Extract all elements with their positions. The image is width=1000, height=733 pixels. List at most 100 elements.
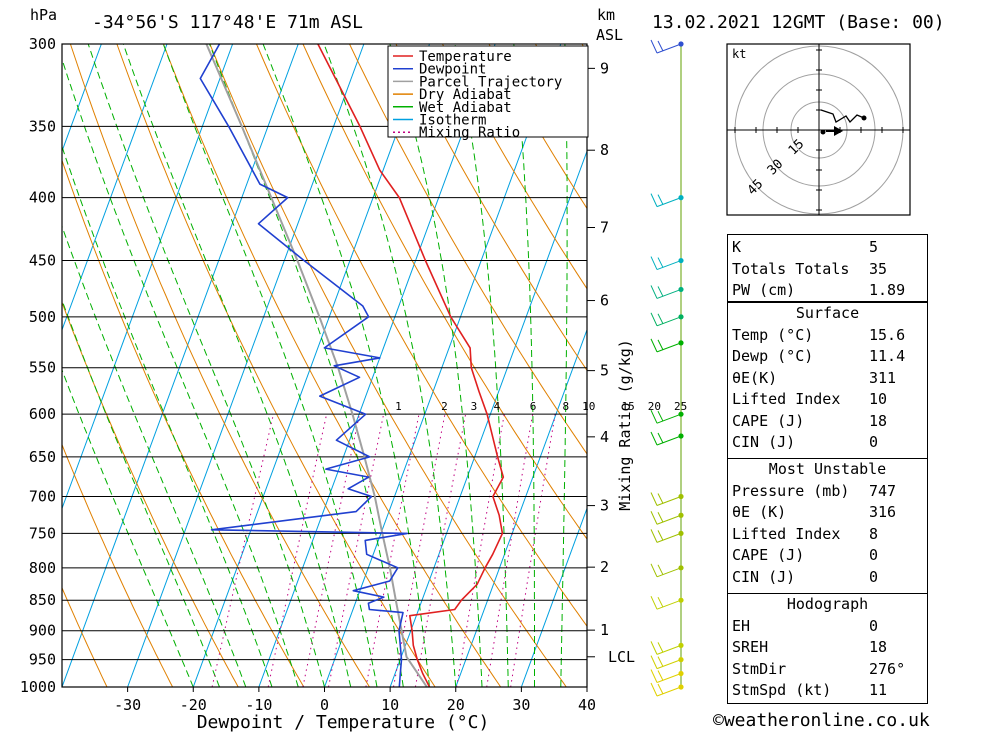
wind-barb xyxy=(650,563,682,578)
legend-label: Temperature xyxy=(419,49,512,65)
table-row: CIN (J) 0 xyxy=(728,432,927,454)
pressure-tick-label: 400 xyxy=(29,189,56,207)
pressure-tick-label: 300 xyxy=(29,35,56,53)
table-row: Temp (°C) 15.6 xyxy=(728,325,927,347)
wind-barb xyxy=(650,431,682,446)
pressure-tick-label: 800 xyxy=(29,559,56,577)
mixing-ratio-line xyxy=(510,414,556,687)
wind-barb xyxy=(650,409,682,424)
row-label: K xyxy=(732,238,742,256)
pressure-tick-label: 600 xyxy=(29,405,56,423)
storm-motion-arrowhead xyxy=(834,126,843,136)
wet-adiabat-line xyxy=(162,44,378,687)
dry-adiabat-line xyxy=(395,44,587,372)
wind-barb xyxy=(650,492,682,506)
dewpoint-line xyxy=(199,44,408,687)
km-tick-label: 8 xyxy=(600,141,609,159)
pressure-tick-label: 1000 xyxy=(20,678,56,696)
km-label: km xyxy=(597,6,615,24)
legend-label: Dry Adiabat xyxy=(419,87,512,103)
asl-label: ASL xyxy=(596,26,623,44)
km-tick-label: 4 xyxy=(600,428,609,446)
location-title: -34°56'S 117°48'E 71m ASL xyxy=(92,12,363,33)
mixing-ratio-line xyxy=(365,414,420,687)
hodograph-unit-label: kt xyxy=(732,47,746,61)
temp-tick-label: -10 xyxy=(245,696,272,714)
temp-tick-label: -30 xyxy=(114,696,141,714)
dry-adiabat-line xyxy=(954,44,1000,687)
row-label: Lifted Index xyxy=(732,390,841,408)
pressure-tick-label: 700 xyxy=(29,488,56,506)
row-label: Dewp (°C) xyxy=(732,347,814,365)
wind-barb xyxy=(650,338,682,353)
row-value: 311 xyxy=(869,368,897,387)
wet-adiabat-line xyxy=(62,57,299,687)
temp-tick-label: 10 xyxy=(381,696,399,714)
isotherm-line xyxy=(455,328,587,687)
row-label: StmDir xyxy=(732,659,787,678)
row-value: 747 xyxy=(869,481,897,500)
mixing-ratio-line xyxy=(267,414,328,687)
row-label: Totals Totals xyxy=(732,259,850,278)
wind-barb xyxy=(650,655,682,670)
temperature-line xyxy=(317,44,505,687)
km-tick-label: 6 xyxy=(600,292,609,310)
mixing-ratio-line xyxy=(393,414,446,687)
hodograph-table-title: Hodograph xyxy=(786,595,869,613)
row-value: 10 xyxy=(869,390,888,408)
mixing-ratio-label: 20 xyxy=(648,400,661,413)
parcel-trajectory-line xyxy=(205,44,428,687)
table-row: PW (cm) 1.89 xyxy=(728,280,927,302)
mixing-ratio-axis-label: Mixing Ratio (g/kg) xyxy=(616,339,634,511)
isotherm-line xyxy=(520,506,587,687)
table-row: Lifted Index 10 xyxy=(728,389,927,411)
wind-barb xyxy=(650,285,682,299)
temp-tick-label: 0 xyxy=(320,696,329,714)
mixing-ratio-label: 3 xyxy=(471,400,478,413)
temp-tick-label: 20 xyxy=(447,696,465,714)
wind-barb xyxy=(650,39,682,54)
row-value: 11.4 xyxy=(869,347,906,365)
legend-label: Wet Adiabat xyxy=(419,100,512,116)
row-value: 15.6 xyxy=(869,325,906,344)
dry-adiabat-line xyxy=(116,44,436,687)
dry-adiabat-line xyxy=(69,44,370,687)
pressure-tick-label: 550 xyxy=(29,359,56,377)
indices-table: K 5 Totals Totals 35 PW (cm) 1.89 xyxy=(727,234,928,302)
mixing-ratio-label: 4 xyxy=(494,400,501,413)
temp-tick-label: 40 xyxy=(578,696,596,714)
legend-label: Mixing Ratio xyxy=(419,125,520,141)
row-value: 11 xyxy=(869,681,888,699)
surface-table: Surface Temp (°C) 15.6 Dewp (°C) 11.4 θE(K) 3… xyxy=(727,302,928,459)
isotherm-line xyxy=(62,44,299,687)
isotherm-line xyxy=(258,44,496,687)
dry-adiabat-line xyxy=(62,586,108,687)
table-row: CIN (J) 0 xyxy=(728,567,927,589)
legend-label: Isotherm xyxy=(419,113,486,129)
row-value: 35 xyxy=(869,259,888,278)
isotherm-line xyxy=(62,44,168,332)
hodograph-point xyxy=(861,115,867,121)
km-tick-label: 1 xyxy=(600,621,609,639)
most-unstable-title: Most Unstable xyxy=(768,460,887,478)
wind-barb xyxy=(650,193,682,208)
km-tick-label: 2 xyxy=(600,558,609,576)
row-value: 18 xyxy=(869,638,888,656)
wet-adiabat-line xyxy=(513,44,535,687)
table-row: θE(K) 311 xyxy=(728,368,927,390)
mixing-ratio-label: 10 xyxy=(582,400,595,413)
row-value: 316 xyxy=(869,503,897,521)
wet-adiabat-line xyxy=(62,299,220,687)
legend-label: Dewpoint xyxy=(419,62,486,78)
wind-barb xyxy=(650,529,682,543)
table-row: Totals Totals 35 xyxy=(728,259,927,281)
km-tick-label: 3 xyxy=(600,497,609,515)
row-label: CIN (J) xyxy=(732,567,796,586)
row-label: SREH xyxy=(732,638,769,656)
mixing-ratio-line xyxy=(414,414,467,687)
row-label: CAPE (J) xyxy=(732,411,805,430)
km-tick-label: 7 xyxy=(600,218,609,236)
wind-barb xyxy=(650,511,682,525)
